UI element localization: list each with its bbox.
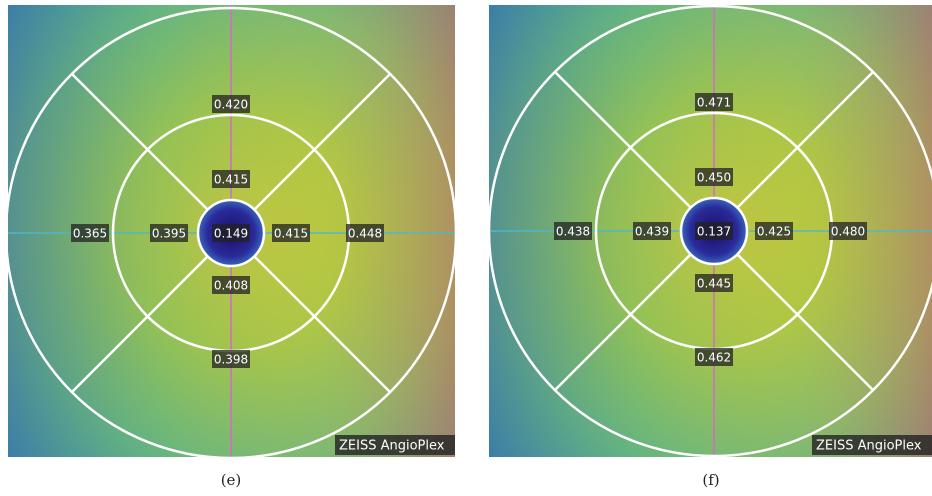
sector-value: 0.415 xyxy=(214,173,248,187)
sector-value: 0.462 xyxy=(697,351,731,365)
sector-value: 0.471 xyxy=(697,96,731,110)
panel: 0.471 0.450 0.137 0.439 0.425 0.438 0.480 0.445… xyxy=(489,5,932,457)
sector-value: 0.408 xyxy=(214,279,248,293)
watermark: ZEISS AngioPlex xyxy=(816,439,922,454)
sector-value: 0.445 xyxy=(697,277,731,291)
sector-value: 0.425 xyxy=(757,225,791,239)
sector-value: 0.438 xyxy=(556,225,590,239)
sector-value: 0.480 xyxy=(831,225,865,239)
figure: 0.420 0.415 0.149 0.395 0.415 0.365 0.448 0.408… xyxy=(0,0,932,496)
sector-value: 0.365 xyxy=(73,227,107,241)
watermark: ZEISS AngioPlex xyxy=(339,439,445,454)
sector-value: 0.439 xyxy=(635,225,669,239)
sector-value: 0.137 xyxy=(697,225,731,239)
panel-label: (e) xyxy=(221,471,242,489)
sector-value: 0.450 xyxy=(697,171,731,185)
sector-value: 0.395 xyxy=(152,227,186,241)
panel: 0.420 0.415 0.149 0.395 0.415 0.365 0.448 0.408… xyxy=(6,5,456,458)
panel-label: (f) xyxy=(702,471,719,489)
sector-value: 0.420 xyxy=(214,98,248,112)
sector-value: 0.448 xyxy=(348,227,382,241)
sector-value: 0.398 xyxy=(214,353,248,367)
sector-value: 0.149 xyxy=(214,227,248,241)
sector-value: 0.415 xyxy=(274,227,308,241)
